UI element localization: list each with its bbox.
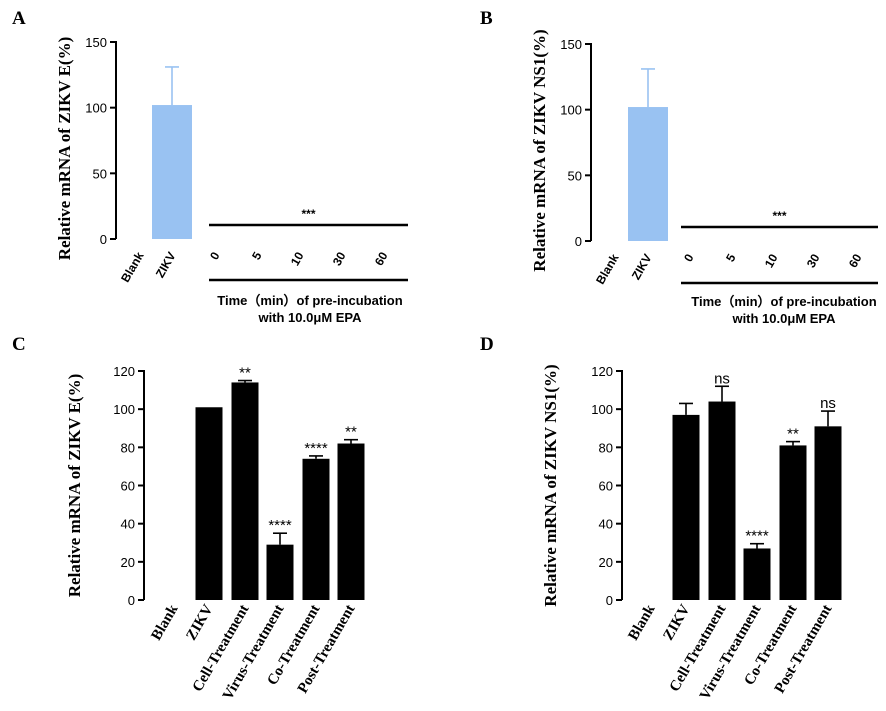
significance-label: **** (745, 528, 769, 545)
x-category-label: 60 (846, 251, 865, 270)
y-axis-label: Relative mRNA of ZIKV NS1(%) (530, 29, 549, 271)
y-tick-label: 0 (100, 232, 107, 247)
significance-label: ns (820, 395, 836, 412)
x-category-label: 10 (288, 249, 307, 268)
y-tick-label: 0 (575, 234, 582, 249)
y-tick-label: 50 (568, 168, 582, 183)
y-tick-label: 40 (121, 517, 135, 532)
y-tick-label: 120 (591, 364, 613, 379)
y-tick-label: 0 (606, 593, 613, 608)
x-category-label: ZIKV (629, 252, 655, 283)
x-category-label: 0 (207, 249, 223, 262)
y-tick-label: 60 (121, 479, 135, 494)
x-axis-title-line2: with 10.0μM EPA (731, 311, 836, 326)
bar (337, 443, 365, 600)
significance-label: ns (714, 370, 730, 387)
significance-label: **** (268, 517, 292, 534)
y-tick-label: 80 (599, 440, 613, 455)
bar (266, 544, 294, 600)
y-tick-label: 20 (599, 555, 613, 570)
bar (628, 107, 668, 241)
panel-letter: A (12, 8, 26, 29)
x-category-label: 10 (762, 251, 781, 270)
y-axis-label: Relative mRNA of ZIKV NS1(%) (541, 364, 560, 606)
bar (231, 382, 259, 600)
bar (302, 458, 330, 600)
x-category-label: ZIKV (153, 250, 179, 281)
panel-d: D 0 20 40 60 80 100 120 Relative mRNA of ZIKV NS… (480, 334, 842, 703)
x-axis-title-line2: with 10.0μM EPA (257, 310, 362, 325)
panel-c: C 0 20 40 60 80 100 120 Relative mRNA of ZIKV E(… (12, 334, 365, 703)
significance-label: ** (239, 365, 251, 382)
x-category-label: Blank (593, 251, 622, 287)
x-category-label: Blank (625, 601, 658, 643)
y-axis-label: Relative mRNA of ZIKV E(%) (55, 37, 74, 261)
y-tick-label: 100 (560, 103, 582, 118)
y-tick-label: 100 (113, 402, 135, 417)
bar (779, 445, 807, 600)
x-category-label: 0 (681, 251, 697, 264)
bar (152, 105, 192, 239)
y-tick-label: 50 (93, 166, 107, 181)
x-category-label: Blank (148, 601, 181, 643)
y-tick-label: 150 (560, 37, 582, 52)
y-tick-label: 100 (85, 101, 107, 116)
y-tick-label: 150 (85, 35, 107, 50)
significance-label: *** (301, 207, 315, 221)
y-tick-label: 0 (128, 593, 135, 608)
x-axis-title: Time（min）of pre-incubation (217, 293, 402, 308)
y-tick-label: 100 (591, 402, 613, 417)
bar (672, 414, 700, 600)
x-axis-title: Time（min）of pre-incubation (691, 294, 876, 309)
y-tick-label: 20 (121, 555, 135, 570)
significance-label: **** (304, 440, 328, 457)
y-tick-label: 80 (121, 440, 135, 455)
panel-letter: C (12, 334, 26, 355)
significance-label: ** (787, 426, 799, 443)
panel-letter: B (480, 8, 493, 29)
x-category-label: 5 (249, 249, 265, 262)
significance-label: ** (345, 424, 357, 441)
x-category-label: Blank (118, 249, 147, 285)
x-category-label: ZIKV (660, 602, 693, 643)
bar (814, 426, 842, 600)
y-tick-label: 60 (599, 479, 613, 494)
x-category-label: 30 (804, 251, 823, 270)
y-axis-label: Relative mRNA of ZIKV E(%) (65, 374, 84, 598)
bar (743, 548, 771, 600)
bar (195, 407, 223, 600)
x-category-label: 30 (330, 249, 349, 268)
bar (708, 401, 736, 600)
x-category-label: ZIKV (183, 602, 216, 643)
panel-letter: D (480, 334, 494, 355)
significance-label: *** (772, 209, 786, 223)
x-category-label: 5 (723, 251, 739, 264)
y-tick-label: 40 (599, 517, 613, 532)
y-tick-label: 120 (113, 364, 135, 379)
x-category-label: 60 (372, 249, 391, 268)
